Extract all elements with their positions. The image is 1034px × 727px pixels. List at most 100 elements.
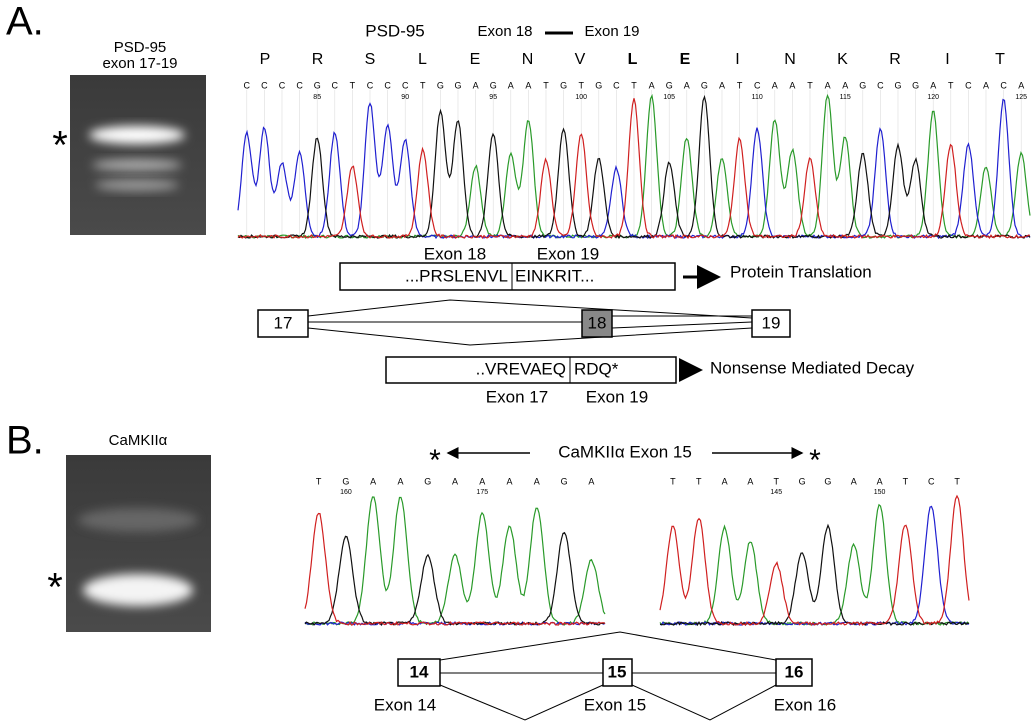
amino-acid: L: [628, 51, 638, 68]
base-call: T: [807, 80, 813, 90]
base-call: A: [930, 80, 936, 90]
protein-seq: ..VREVAEQ: [476, 359, 566, 378]
amino-acid: K: [837, 51, 848, 68]
position-number: 115: [840, 94, 851, 101]
position-number: 90: [401, 94, 409, 101]
exon-box: [397, 658, 441, 687]
exon-box: [602, 658, 633, 687]
base-call: T: [350, 80, 356, 90]
chromatogram: T T A A T G G A A T C T 145 150: [659, 476, 970, 627]
amino-acid: I: [945, 51, 949, 68]
base-call: C: [402, 80, 409, 90]
outcome: Nonsense Mediated Decay: [710, 358, 915, 377]
base-call: G: [912, 80, 919, 90]
trace: [659, 503, 970, 626]
base-call: C: [244, 80, 251, 90]
exon-box: [775, 658, 813, 687]
exon-label: Exon 15: [584, 695, 646, 714]
exon-label: Exon 14: [374, 695, 436, 714]
band-marker: *: [47, 566, 63, 610]
base-call: G: [701, 80, 708, 90]
exon-label: Exon 19: [586, 387, 648, 406]
star: *: [429, 444, 441, 477]
splice-lines: [307, 299, 753, 346]
base-call: A: [684, 80, 690, 90]
base-call: T: [948, 80, 954, 90]
base-call: A: [877, 476, 883, 486]
title: PSD-95: [365, 21, 425, 40]
base-call: A: [534, 476, 540, 486]
protein-seq: ...PRSLENVL: [405, 266, 508, 285]
position-number: 145: [770, 489, 782, 496]
position-number: 120: [927, 94, 939, 101]
base-call: A: [525, 80, 531, 90]
base-call: T: [670, 476, 676, 486]
base-call: G: [859, 80, 866, 90]
base-call: A: [479, 476, 485, 486]
amino-acid: I: [735, 51, 739, 68]
trace: [304, 496, 606, 626]
base-call: A: [851, 476, 857, 486]
base-call: C: [1000, 80, 1007, 90]
base-call: G: [437, 80, 444, 90]
gel-label: CaMKIIα: [109, 432, 168, 449]
outcome: Protein Translation: [730, 262, 872, 281]
amino-acid: L: [418, 51, 427, 68]
base-call: G: [824, 476, 831, 486]
exon-box: [581, 309, 613, 338]
base-call: G: [342, 476, 349, 486]
base-call: C: [261, 80, 268, 90]
base-call: A: [649, 80, 655, 90]
base-call: A: [983, 80, 989, 90]
trace: [304, 531, 606, 626]
base-call: G: [490, 80, 497, 90]
amino-acid: E: [680, 51, 691, 68]
star: *: [809, 444, 821, 477]
base-call: C: [367, 80, 374, 90]
amino-acid: S: [365, 51, 376, 68]
exon-label: Exon 19: [537, 244, 599, 263]
base-call: C: [613, 80, 620, 90]
exon-number: 15: [608, 662, 627, 681]
gel-image: [66, 455, 211, 632]
amino-acid: P: [260, 51, 271, 68]
amino-acid: E: [470, 51, 481, 68]
base-call: C: [384, 80, 391, 90]
base-call: C: [877, 80, 884, 90]
position-number: 125: [1015, 94, 1027, 101]
title: CaMKIIα Exon 15: [558, 442, 692, 461]
amino-acid: N: [784, 51, 796, 68]
base-call: C: [965, 80, 972, 90]
base-call: A: [1018, 80, 1024, 90]
amino-acid: T: [995, 51, 1005, 68]
exon-number: 17: [274, 313, 293, 332]
base-call: T: [631, 80, 637, 90]
base-call: A: [397, 476, 403, 486]
exon-label: Exon 16: [774, 695, 836, 714]
position-number: 110: [752, 94, 763, 101]
exon-box: [257, 309, 309, 338]
exon-number: 14: [410, 662, 429, 681]
base-call: T: [774, 476, 780, 486]
exon-box: [751, 309, 791, 338]
base-call: A: [370, 476, 376, 486]
base-call: T: [543, 80, 549, 90]
base-call: A: [719, 80, 725, 90]
position-number: 95: [489, 94, 497, 101]
gel-label: PSD-95: [114, 39, 167, 56]
position-number: 105: [663, 94, 675, 101]
gel-label: exon 17-19: [102, 55, 177, 72]
base-call: A: [588, 476, 594, 486]
base-call: T: [954, 476, 960, 486]
base-call: T: [316, 476, 322, 486]
base-call: A: [508, 80, 514, 90]
exon-number: 18: [588, 313, 607, 332]
position-number: 100: [575, 94, 587, 101]
base-call: A: [722, 476, 728, 486]
chromatogram: T G A A G A A A A G A 160 175: [304, 476, 606, 626]
band-marker: *: [52, 124, 68, 168]
protein-seq: RDQ*: [574, 359, 619, 378]
